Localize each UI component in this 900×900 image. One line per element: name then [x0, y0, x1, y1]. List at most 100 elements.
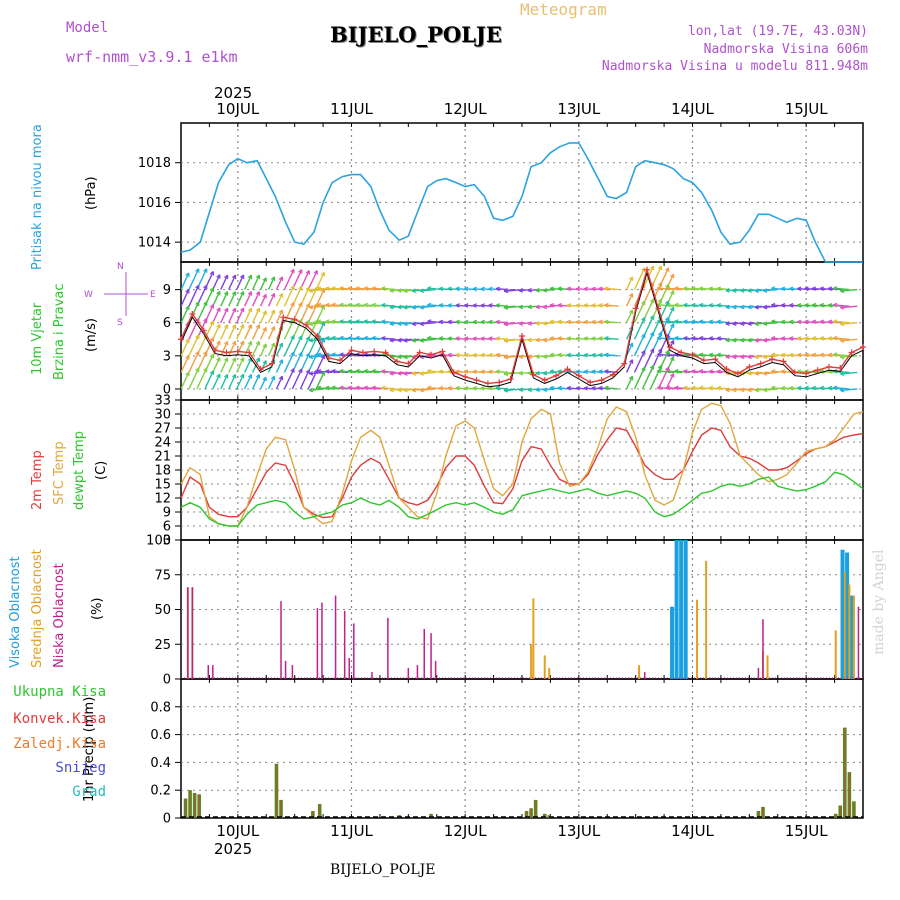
wind-arrow — [259, 343, 267, 357]
wind-arrow-head — [255, 357, 260, 361]
wind-arrow-head — [535, 389, 540, 392]
wind-arrow-head — [827, 354, 832, 358]
wind-arrow-head — [666, 387, 671, 391]
wind-arrow-head — [771, 320, 776, 325]
wind-arrow-head — [209, 370, 214, 374]
wind-arrow-head — [262, 327, 267, 331]
wind-arrow-head — [371, 304, 376, 308]
cloud-mid-bar — [834, 630, 837, 679]
wind-arrow-head — [185, 272, 190, 276]
wind-arrow-head — [542, 306, 548, 310]
wind-arrow-head — [411, 323, 417, 327]
wind-arrow — [236, 373, 245, 390]
panel-frame-pressure — [180, 122, 864, 263]
wind-arrow-head — [542, 290, 548, 293]
wind-arrow-head — [699, 304, 704, 308]
wind-arrow-head — [381, 320, 386, 325]
wind-arrow-head — [255, 291, 260, 295]
wind-arrow-head — [455, 288, 460, 292]
wind-arrow-head — [305, 270, 310, 274]
wind-arrow-head — [811, 304, 816, 308]
legend-hail: Grad — [72, 784, 106, 800]
wind-arrow-head — [804, 321, 809, 325]
wind-arrow-head — [447, 387, 452, 391]
wind-arrow-head — [290, 335, 295, 339]
wind-arrow-head — [278, 359, 283, 363]
wind-arrow-head — [290, 368, 295, 372]
wind-arrow-head — [535, 323, 540, 326]
wind-arrow-head — [472, 354, 477, 358]
wind-arrow-head — [518, 290, 524, 293]
wind-arrow-head — [819, 287, 824, 292]
wind-arrow-head — [819, 337, 824, 341]
y-tick-label: 3 — [163, 349, 171, 364]
wind-arrow — [212, 291, 221, 307]
wind-arrow-head — [641, 333, 646, 338]
wind-arrow — [267, 342, 276, 357]
wind-arrow-head — [309, 290, 314, 293]
wind-arrow-head — [747, 339, 752, 343]
y-tick-label: 0 — [163, 812, 171, 827]
cloud-high-bar — [840, 549, 845, 679]
wind-arrow-head — [763, 373, 768, 376]
wind-arrow-head — [797, 387, 802, 391]
wind-speed-marker — [484, 380, 491, 387]
wind-arrow — [228, 307, 237, 324]
wind-speed-marker — [462, 373, 469, 380]
cloud-mid-bar — [530, 644, 533, 679]
wind-arrow-head — [732, 373, 737, 376]
wind-arrow-head — [339, 337, 344, 341]
compass-n: N — [117, 262, 124, 272]
wind-arrow-head — [674, 320, 679, 324]
wind-arrow-head — [331, 387, 336, 391]
wind-arrow-head — [708, 287, 713, 292]
wind-arrow-head — [566, 354, 571, 358]
wind-speed-marker — [666, 344, 673, 351]
wind-arrow-head — [240, 307, 244, 311]
wind-arrow-head — [542, 356, 548, 359]
wind-arrow-head — [298, 269, 303, 273]
wind-arrow-head — [278, 342, 283, 347]
wind-arrow-head — [419, 290, 425, 294]
wind-arrow-head — [262, 293, 267, 298]
wind-arrow-head — [472, 321, 477, 325]
wind-arrow-head — [797, 354, 802, 358]
wind-arrow-head — [339, 287, 344, 291]
wind-arrow-head — [403, 306, 408, 310]
wind-arrow-head — [535, 306, 540, 310]
wind-speed-marker — [473, 377, 480, 384]
wind-arrow-head — [641, 366, 646, 371]
wind-speed-marker — [746, 363, 753, 370]
wind-arrow-head — [389, 339, 394, 343]
wind-arrow-head — [224, 307, 228, 312]
wind-arrow-head — [290, 351, 295, 356]
wind-arrow — [307, 336, 318, 357]
wind-arrow — [283, 368, 295, 390]
wind-arrow-head — [397, 389, 402, 393]
wind-arrow-head — [472, 304, 477, 308]
wind-arrow-head — [411, 389, 417, 393]
wind-arrow-head — [665, 350, 669, 354]
wind-speed-marker — [530, 371, 537, 378]
wind-arrow — [251, 307, 261, 324]
cloud-mid-bar — [532, 598, 535, 679]
wind-arrow — [840, 388, 858, 392]
wind-arrow-head — [598, 288, 603, 292]
precip-conv-bar — [853, 801, 855, 818]
x-tick-label-bottom: 10JUL — [216, 822, 259, 840]
wind-arrow — [181, 289, 190, 307]
wind-arrow-head — [833, 320, 838, 324]
wind-arrow — [228, 291, 237, 307]
wind-speed-marker — [791, 369, 798, 376]
wind-arrow-head — [575, 354, 580, 358]
wind-arrow-head — [320, 338, 325, 342]
wind-arrow-head — [535, 339, 540, 343]
wind-arrow-head — [754, 389, 759, 393]
wind-arrow — [763, 338, 778, 342]
wind-arrow-head — [604, 354, 609, 358]
wind-arrow-head — [754, 340, 759, 343]
wind-arrow — [283, 302, 295, 324]
wind-arrow-head — [649, 298, 654, 303]
wind-arrow-head — [472, 370, 477, 375]
wind-arrow-head — [527, 339, 533, 343]
